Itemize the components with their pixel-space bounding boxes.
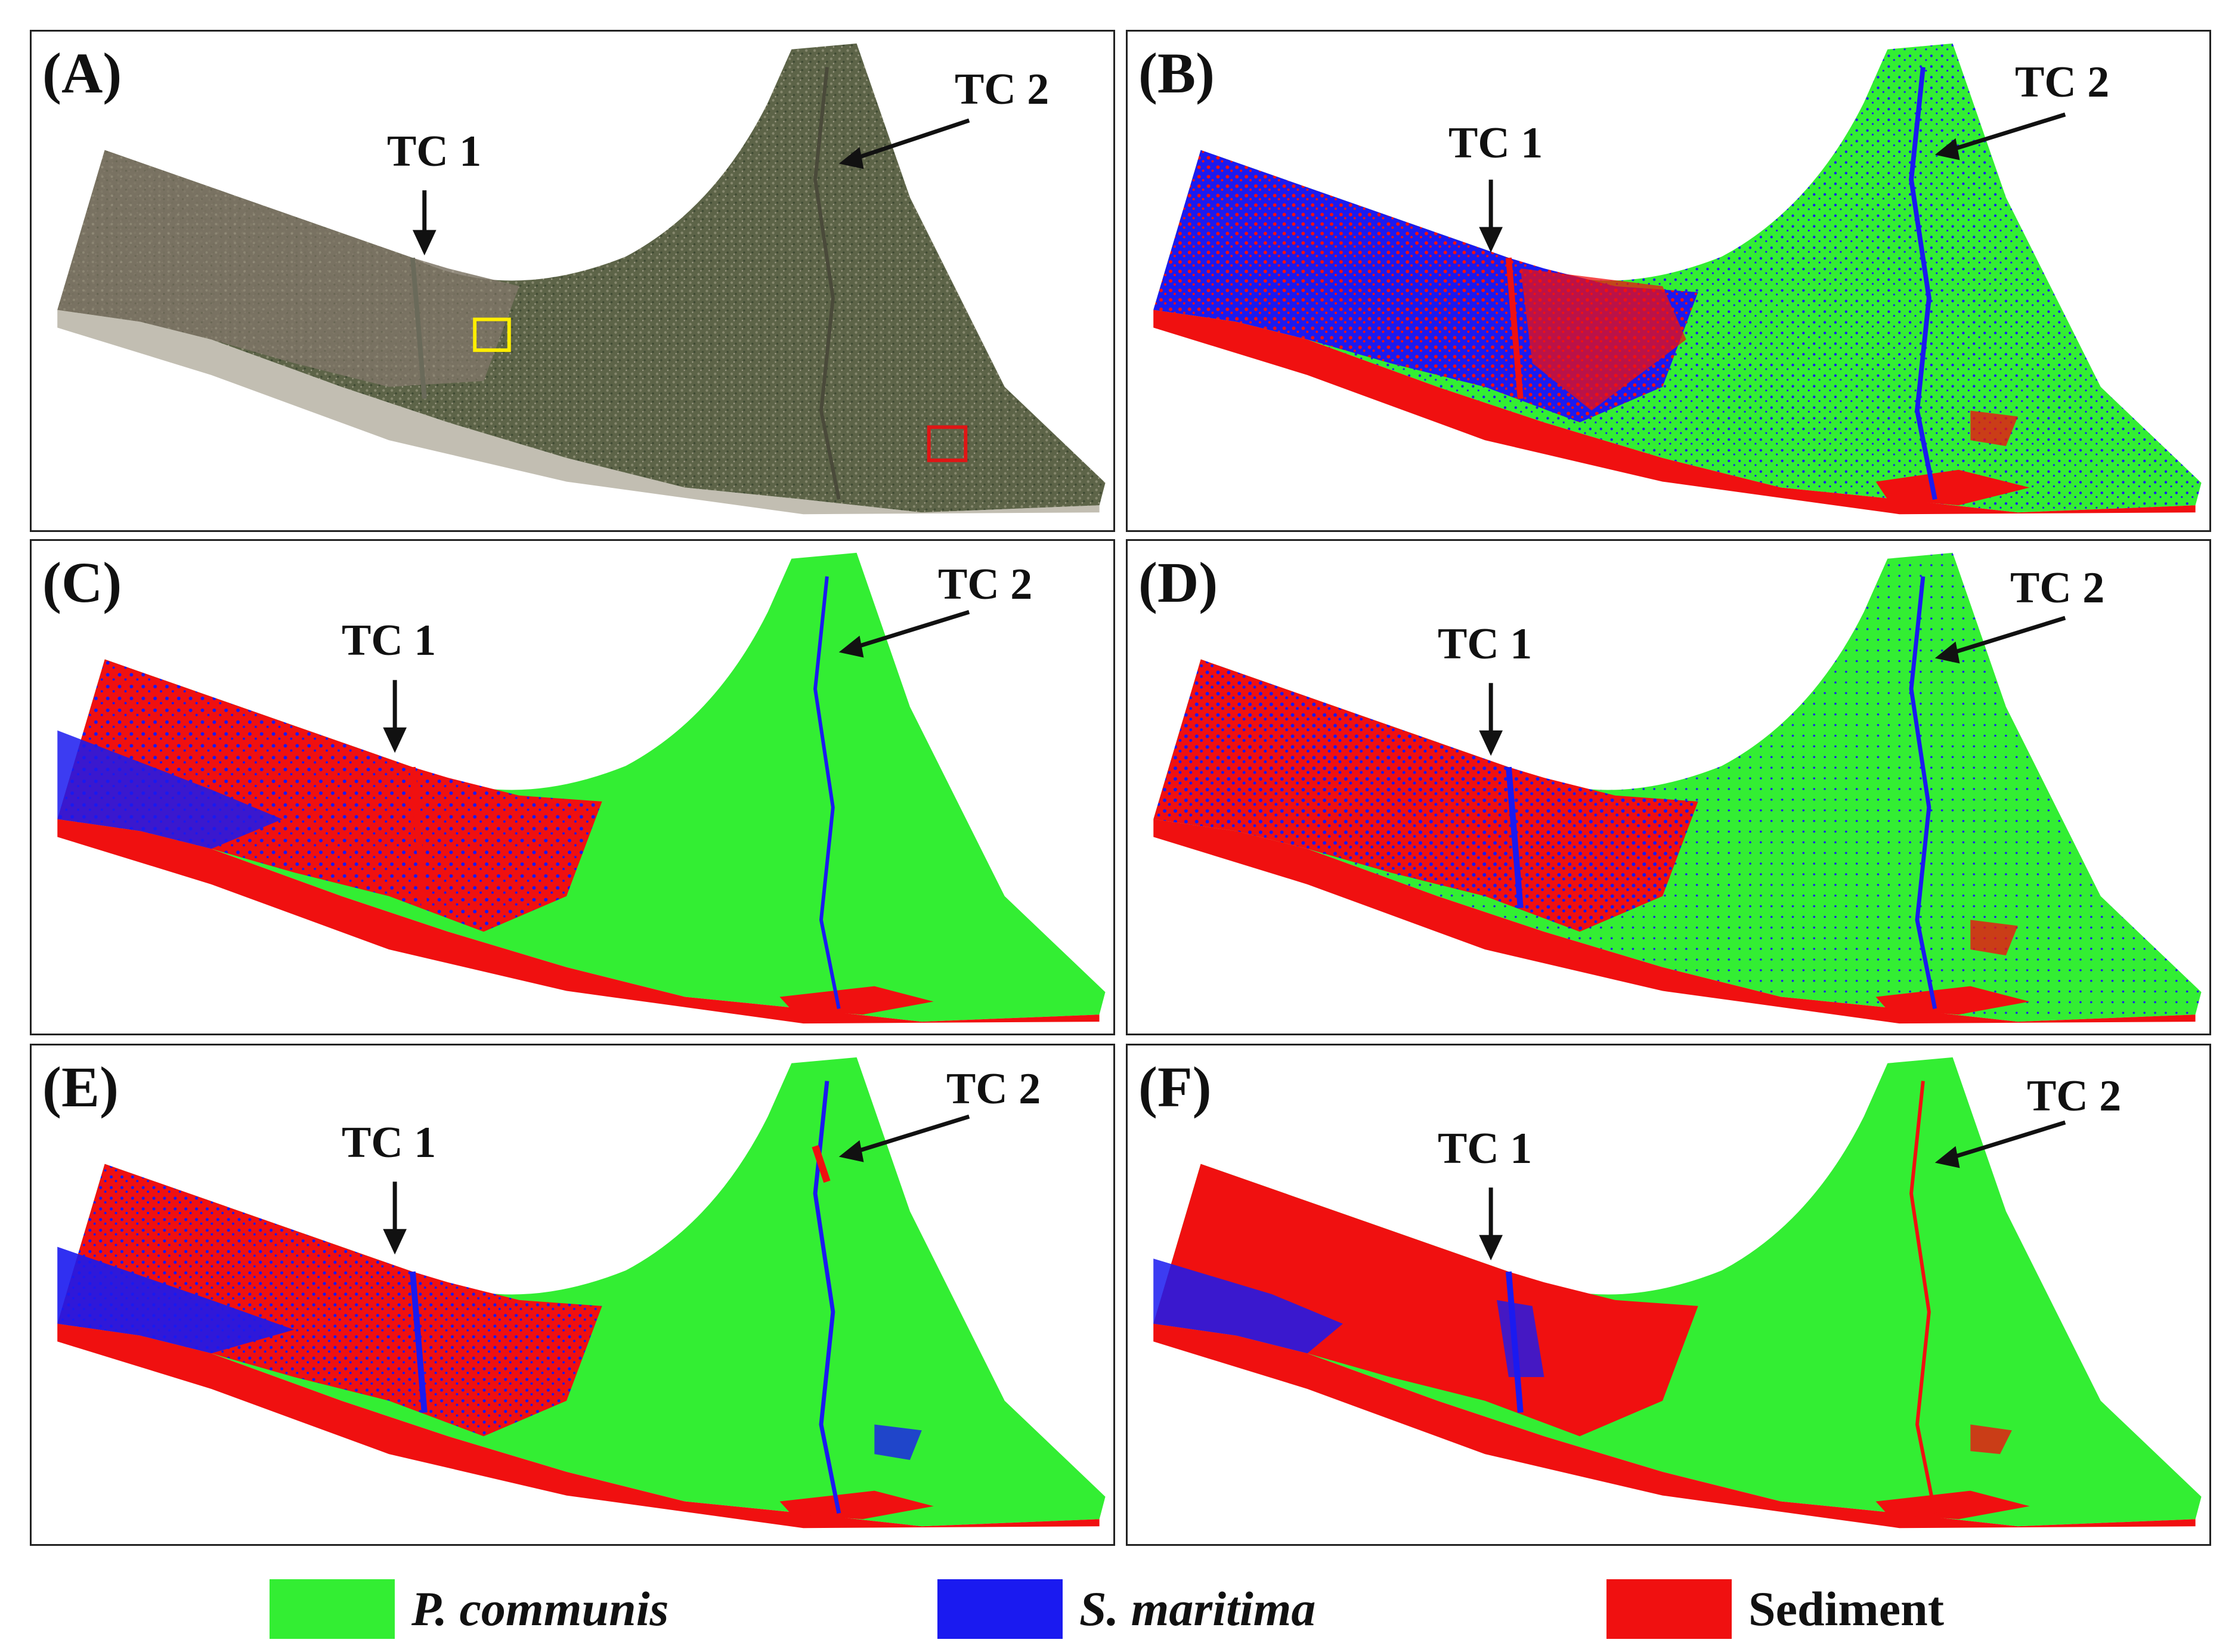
legend: P. communis S. maritima Sediment <box>0 1569 2235 1646</box>
legend-label-s-maritima: S. maritima <box>1079 1582 1316 1636</box>
panel-a-label: (A) <box>42 41 122 105</box>
panel-d-tc2-label: TC 2 <box>2010 564 2105 612</box>
panel-f-tc2-label: TC 2 <box>2027 1072 2122 1121</box>
tc2-arrow <box>1934 1120 2066 1168</box>
tc1-arrow <box>383 680 407 753</box>
panel-b-label: (B) <box>1138 41 1215 105</box>
panel-b-tc2-label: TC 2 <box>2015 58 2110 107</box>
tc1-arrow <box>412 190 437 256</box>
panel-a-tc2-label: TC 2 <box>955 65 1050 114</box>
panel-b-tc1-label: TC 1 <box>1448 119 1543 168</box>
legend-item-s-maritima: S. maritima <box>937 1579 1315 1639</box>
creek-tc1 <box>410 257 427 399</box>
tc1-arrow <box>1479 1187 1503 1261</box>
yellow-box <box>473 317 511 352</box>
legend-swatch-s-maritima <box>937 1579 1063 1639</box>
panel-c: (C) TC 1 TC 2 <box>30 539 1115 1035</box>
panel-d-tc1-label: TC 1 <box>1438 620 1533 669</box>
panel-e-map <box>57 1057 1106 1529</box>
legend-swatch-sediment <box>1606 1579 1732 1639</box>
tc1-arrow <box>1479 683 1503 756</box>
tc2-arrow <box>838 610 970 658</box>
creek-tc2 <box>813 67 841 500</box>
panel-a-tc1-label: TC 1 <box>387 127 482 176</box>
panel-a: (A) TC 1 TC 2 <box>30 30 1115 532</box>
panel-b-map <box>1153 43 2202 515</box>
legend-label-sediment: Sediment <box>1748 1582 1944 1636</box>
tc2-arrow <box>1934 112 2066 160</box>
panel-d-label: (D) <box>1138 550 1218 614</box>
panel-c-tc2-label: TC 2 <box>938 560 1033 609</box>
panel-c-map <box>57 552 1106 1024</box>
panel-d: (D) TC 1 TC 2 <box>1126 539 2211 1035</box>
panel-b: (B) TC 1 TC 2 <box>1126 30 2211 532</box>
panel-e-tc1-label: TC 1 <box>342 1118 437 1167</box>
tc2-arrow <box>838 118 970 169</box>
panel-f-label: (F) <box>1138 1055 1212 1119</box>
legend-label-p-communis: P. communis <box>411 1582 669 1636</box>
legend-swatch-p-communis <box>270 1579 395 1639</box>
panel-d-map <box>1153 552 2202 1024</box>
panel-e: (E) TC 1 TC 2 <box>30 1044 1115 1546</box>
panel-f-map <box>1153 1057 2202 1529</box>
panel-e-tc2-label: TC 2 <box>946 1065 1041 1113</box>
legend-item-sediment: Sediment <box>1606 1579 1944 1639</box>
panel-a-map <box>57 43 1106 515</box>
legend-item-p-communis: P. communis <box>270 1579 668 1639</box>
panel-c-tc1-label: TC 1 <box>342 616 437 665</box>
tc1-arrow <box>383 1181 407 1255</box>
tc2-arrow <box>838 1114 970 1162</box>
panel-f-tc1-label: TC 1 <box>1438 1124 1533 1173</box>
tc1-arrow <box>1479 180 1503 253</box>
red-box <box>927 425 968 462</box>
panel-e-label: (E) <box>42 1055 119 1119</box>
mudflat-area <box>57 150 519 387</box>
tc2-arrow <box>1934 615 2066 664</box>
panel-c-label: (C) <box>42 550 122 614</box>
panel-f: (F) TC 1 TC 2 <box>1126 1044 2211 1546</box>
